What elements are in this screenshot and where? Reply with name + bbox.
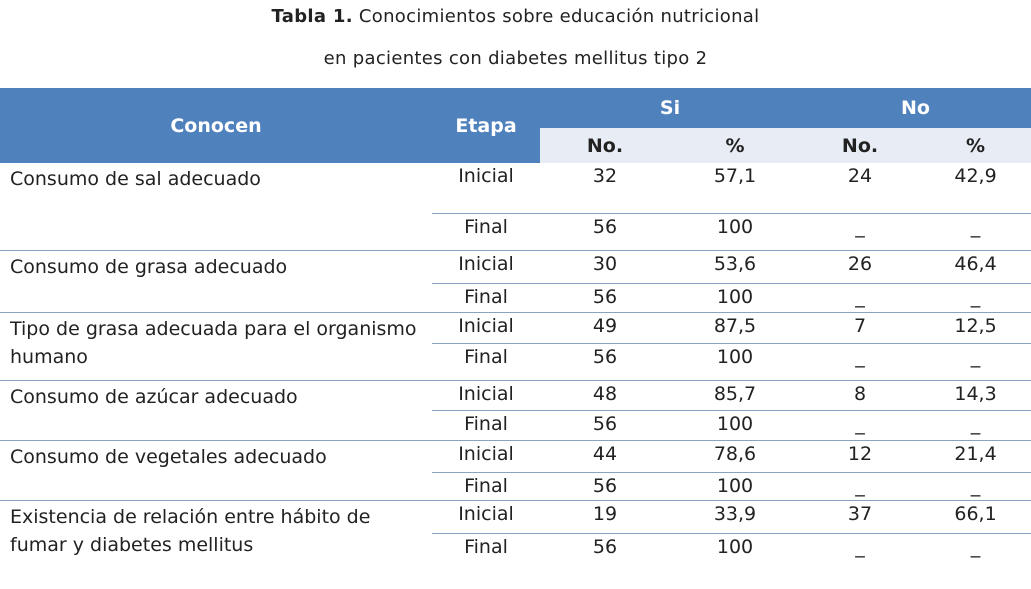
value-cell: 7 [800,312,921,344]
table-row: Consumo de azúcar adecuado Inicial 48 85,7 8… [0,380,1031,441]
value-cell: 19 [540,500,670,534]
value-cell: 78,6 [670,440,801,473]
value-cell: _ [970,535,981,558]
value-cell: 56 [592,535,618,558]
value-cell: 100 [716,535,754,558]
row-label: Consumo de vegetales adecuado [0,440,432,501]
header-cell: % [670,128,801,163]
value-cell: 24 [800,163,921,214]
value-cell: 26 [800,250,921,284]
value-cell: 85,7 [670,380,801,411]
value-cell: 21,4 [920,440,1031,473]
value-cell: _ [800,343,921,381]
value-cell: 42,9 [920,163,1031,214]
stage-cell: Final [432,213,540,251]
value-cell: 56 [540,410,670,441]
table-row: Final 56 100 _ _ [0,213,1031,251]
value-cell: 46,4 [920,250,1031,284]
table-row: Consumo de vegetales adecuado Inicial 44 78… [0,440,1031,501]
table-row: Final 56 100 _ _ [0,533,1031,589]
value-cell: 100 [670,472,801,501]
stage-cell: Inicial [432,312,540,344]
value-cell: 12 [800,440,921,473]
value-cell: 14,3 [920,380,1031,411]
header-cell: % [920,128,1031,163]
subtitle: en pacientes con diabetes mellitus tipo … [323,48,708,69]
value-cell: _ [920,472,1031,501]
header-cell: Conocen [0,88,432,163]
header-cell: Etapa [432,88,540,163]
value-cell: 44 [540,440,670,473]
table-row: Tipo de grasa adecuada para el organismo… [0,312,1031,381]
header-cell: No. [800,128,921,163]
value-cell: 100 [670,213,801,251]
row-label: Tipo de grasa adecuada para el organismo… [0,312,432,381]
row-label: Consumo de grasa adecuado [0,250,432,313]
table-row: Final 56 100 _ _ [0,283,1031,313]
value-cell: 100 [670,410,801,441]
value-cell: _ [800,283,921,313]
value-cell: 53,6 [670,250,801,284]
value-cell: 56 [540,283,670,313]
header-cell: No [800,88,1031,128]
header-cell: Si [540,88,801,128]
value-cell: 100 [670,283,801,313]
value-cell: 49 [540,312,670,344]
value-cell: 12,5 [920,312,1031,344]
value-cell: 56 [540,472,670,501]
value-cell: 37 [800,500,921,534]
table-row: Final 56 100 _ _ [0,472,1031,501]
table-row: Final 56 100 _ _ [0,343,1031,381]
stage-cell: Final [432,283,540,313]
value-cell: 32 [540,163,670,214]
value-cell: _ [855,535,865,558]
value-cell: _ [920,213,1031,251]
title-label: Tabla 1. [271,6,353,27]
value-cell: 66,1 [920,500,1031,534]
value-cell: 8 [800,380,921,411]
header-cell: No. [540,128,670,163]
row-label: Consumo de azúcar adecuado [0,380,432,441]
table: Conocen Etapa Si No No. % No. % Consumo … [0,88,1031,589]
value-cell: 56 [540,213,670,251]
title: Tabla 1. Conocimientos sobre educación n… [0,6,1031,27]
value-cell: 100 [670,343,801,381]
stage-cell: Inicial [432,440,540,473]
table-row: Consumo de grasa adecuado Inicial 30 53,6 26… [0,250,1031,313]
value-cell: _ [920,343,1031,381]
row-label: Consumo de sal adecuado [0,163,432,251]
table-row: Final 56 100 _ _ [0,410,1031,441]
value-cell: 48 [540,380,670,411]
row-label: Existencia de relación entre hábito de f… [10,505,371,556]
stage-cell: Final [432,410,540,441]
stage-cell: Inicial [432,163,540,214]
value-cell: 57,1 [670,163,801,214]
stage-cell: Inicial [432,250,540,284]
value-cell: 30 [540,250,670,284]
stage-cell: Final [464,535,508,558]
title-text: Conocimientos sobre educación nutriciona… [358,6,760,27]
stage-cell: Inicial [432,380,540,411]
value-cell: _ [920,283,1031,313]
stage-cell: Final [432,472,540,501]
value-cell: _ [800,213,921,251]
value-cell: _ [920,410,1031,441]
stage-cell: Final [432,343,540,381]
value-cell: _ [800,410,921,441]
value-cell: 87,5 [670,312,801,344]
table-row: Existencia de relación entre hábito de f… [0,500,1031,556]
table-body: Consumo de sal adecuado Inicial 32 57,1 24 42… [0,163,1031,589]
table-row: Consumo de sal adecuado Inicial 32 57,1 24 42… [0,163,1031,251]
value-cell: 56 [540,343,670,381]
value-cell: 33,9 [670,500,801,534]
stage-cell: Inicial [432,500,540,534]
value-cell: _ [800,472,921,501]
